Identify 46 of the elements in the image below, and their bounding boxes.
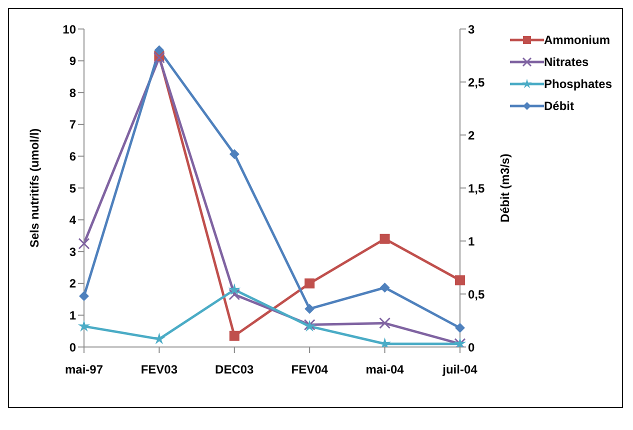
point (78, 320, 90, 332)
legend-label: Phosphates (544, 77, 612, 91)
point (228, 283, 241, 296)
y-tick-label: 6 (69, 149, 76, 164)
y2-axis-title: Débit (m3/s) (498, 154, 512, 222)
point (79, 291, 89, 302)
y-tick-label: 8 (69, 86, 76, 100)
x-tick-label: mai-97 (64, 362, 104, 377)
y2-tick-label: 0,5 (468, 287, 485, 302)
y-tick-label: 5 (69, 181, 76, 196)
point (454, 322, 465, 333)
y2-tick-label: 1,5 (468, 181, 485, 196)
point (78, 238, 90, 250)
y2-tick-label: 0 (468, 340, 475, 354)
y-tick-label: 3 (69, 244, 76, 259)
y-tick-label: 7 (69, 118, 76, 132)
y2-tick-label: 1 (468, 234, 475, 248)
x-tick-label: mai-04 (366, 362, 404, 377)
point (153, 332, 166, 344)
legend-label: Nitrates (544, 55, 589, 69)
point (228, 288, 240, 300)
legend-label: Débit (544, 99, 574, 113)
y-tick-label: 2 (69, 276, 76, 291)
point (154, 45, 164, 56)
y2-tick-label: 2,5 (468, 75, 485, 90)
y-tick-label: 0 (69, 340, 76, 354)
x-tick-label: DEC03 (215, 362, 254, 377)
y2-tick-label: 2 (468, 128, 475, 142)
y-tick-label: 10 (62, 22, 76, 36)
y2-tick-label: 3 (468, 22, 475, 36)
point (229, 149, 240, 160)
point (304, 304, 315, 314)
point (454, 275, 465, 286)
point (304, 278, 315, 288)
x-tick-label: FEV04 (291, 362, 328, 377)
y-axis-title: Sels nutritifs (umol/l) (27, 128, 42, 248)
point (380, 282, 390, 293)
x-tick-label: juil-04 (442, 362, 478, 377)
y-tick-label: 1 (69, 308, 76, 322)
x-tick-label: FEV03 (140, 362, 178, 377)
point (380, 234, 390, 244)
y-tick-label: 9 (69, 54, 76, 68)
point (229, 330, 240, 341)
legend-label: Ammonium (544, 33, 610, 47)
y-tick-label: 4 (69, 213, 76, 228)
point (379, 317, 391, 329)
